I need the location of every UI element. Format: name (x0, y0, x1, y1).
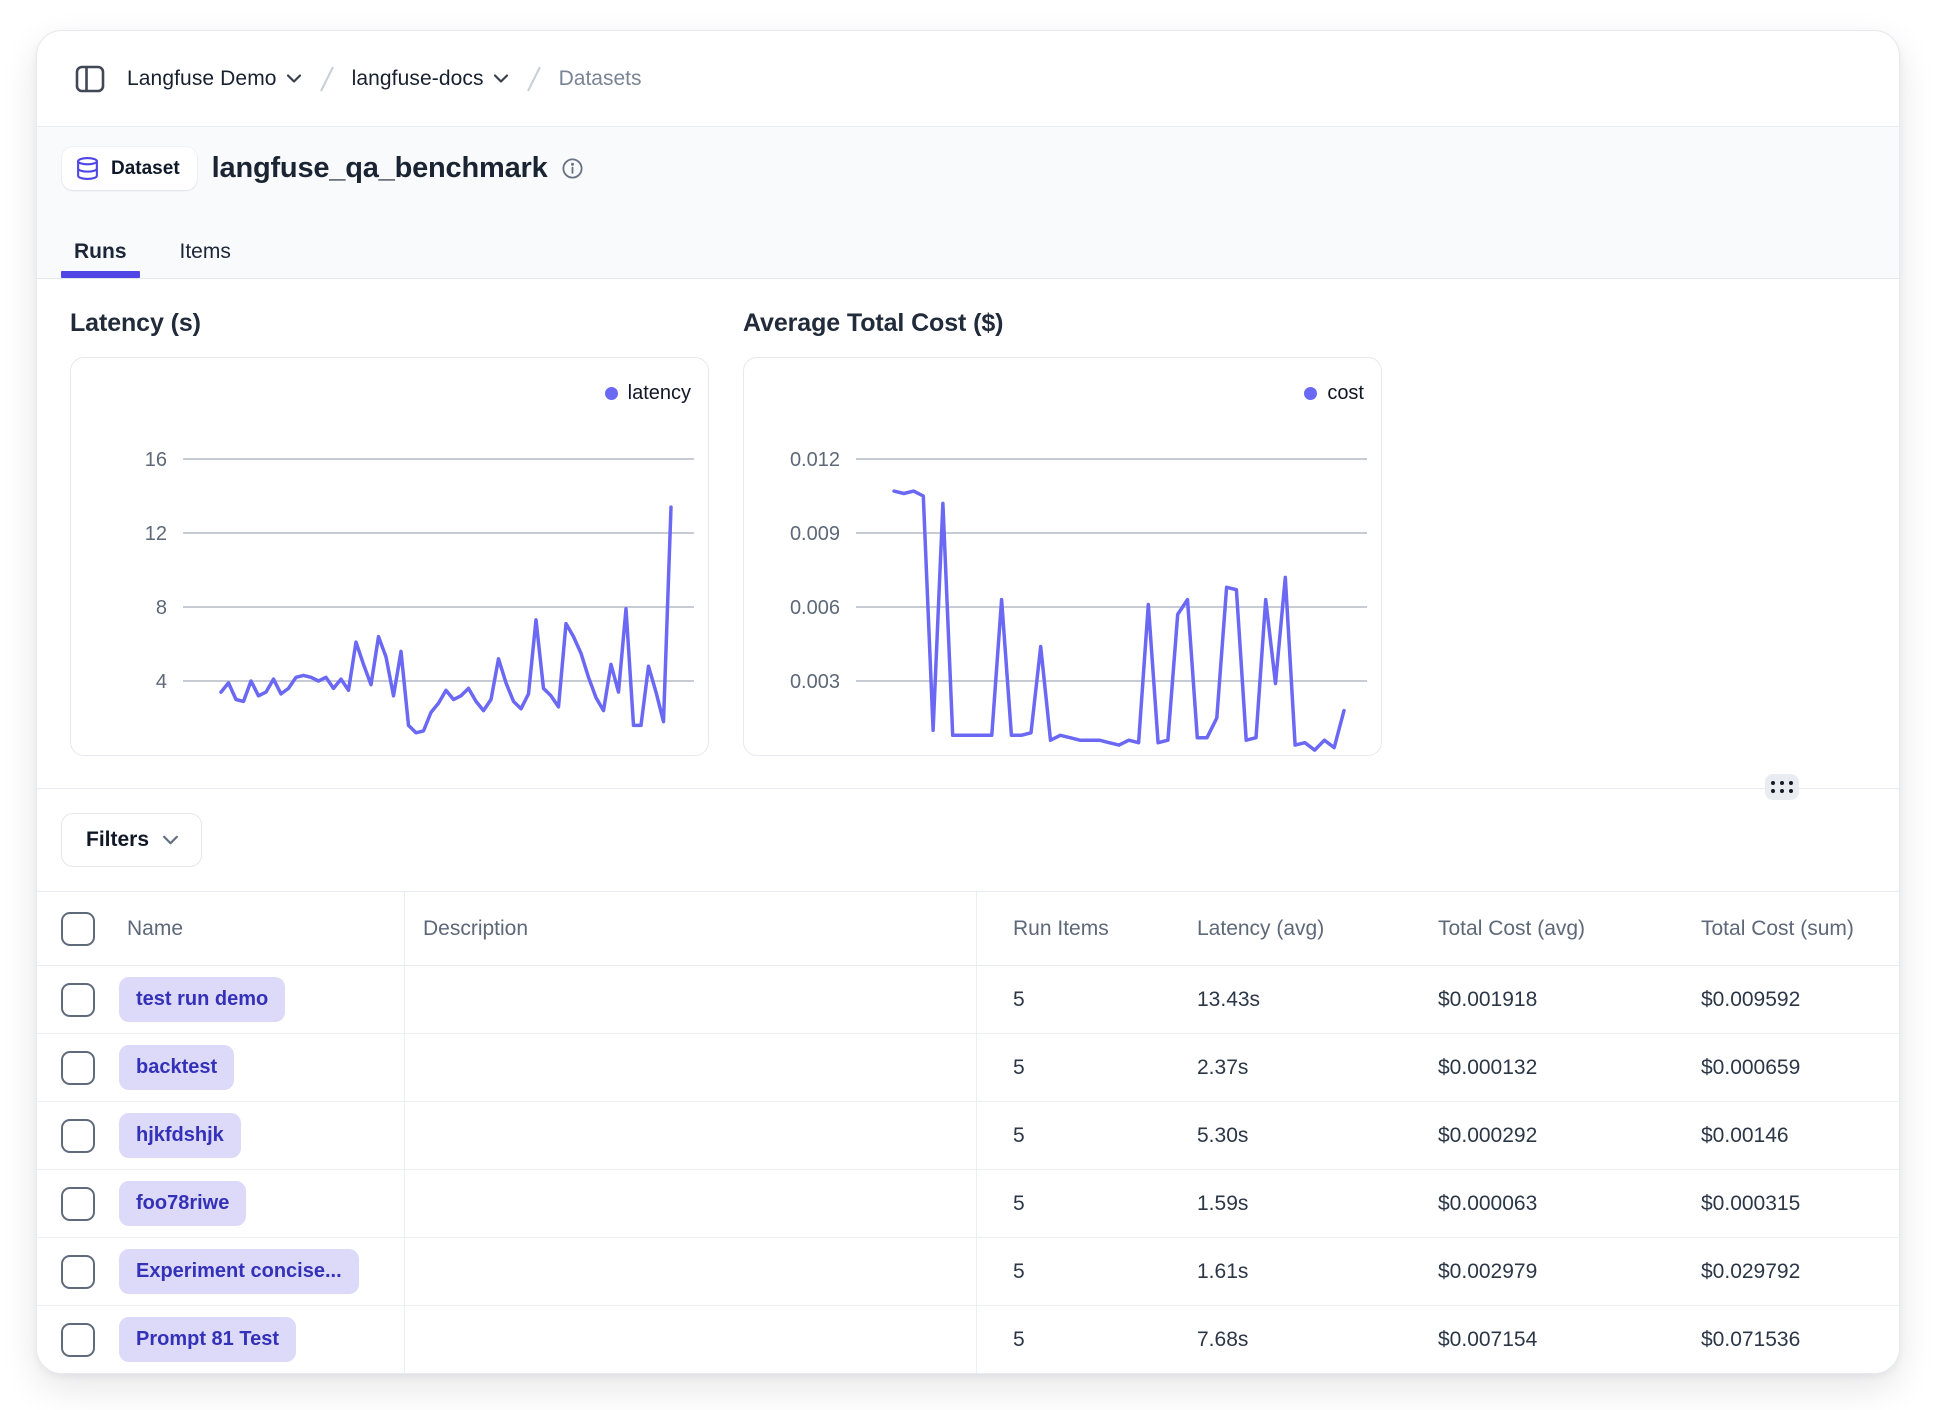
cost-chart-block: Average Total Cost ($) 0.012 0.009 0.006 0.… (743, 279, 1382, 756)
app-window: Langfuse Demo langfuse-docs Datasets (36, 30, 1900, 1374)
run-latency-avg: 2.37s (1197, 1055, 1249, 1079)
legend-latency[interactable]: latency (604, 382, 691, 405)
section-resize-handle[interactable] (1765, 774, 1799, 800)
svg-text:0.012: 0.012 (790, 449, 840, 471)
svg-text:4: 4 (156, 671, 167, 693)
run-items-count: 5 (1013, 1055, 1025, 1079)
run-description (405, 1034, 977, 1101)
filters-button[interactable]: Filters (61, 813, 203, 867)
legend-dot (1304, 387, 1318, 400)
dataset-type-badge: Dataset (62, 147, 197, 190)
chart-title: Average Total Cost ($) (743, 309, 1004, 337)
select-all-checkbox[interactable] (61, 911, 95, 946)
chart-title: Latency (s) (70, 309, 201, 337)
row-checkbox[interactable] (61, 1118, 95, 1153)
runs-table: Name Description Run Items Latency (avg)… (37, 891, 1899, 1373)
run-name-pill[interactable]: test run demo (119, 977, 286, 1022)
row-checkbox[interactable] (61, 982, 95, 1017)
tab-items[interactable]: Items (179, 240, 231, 263)
run-total-cost-sum: $0.029792 (1701, 1259, 1801, 1283)
run-latency-avg: 7.68s (1197, 1327, 1249, 1351)
run-description (405, 1306, 977, 1373)
run-total-cost-avg: $0.007154 (1438, 1327, 1538, 1351)
grip-dots-icon (1771, 781, 1793, 793)
breadcrumb: Langfuse Demo langfuse-docs Datasets (37, 31, 1899, 126)
column-header-latency-avg: Latency (avg) (1197, 916, 1325, 940)
legend-dot (604, 387, 618, 400)
column-header-total-cost-avg: Total Cost (avg) (1438, 916, 1586, 940)
run-latency-avg: 5.30s (1197, 1123, 1249, 1147)
page-title: langfuse_qa_benchmark (211, 152, 548, 184)
run-name-pill[interactable]: Experiment concise... (119, 1249, 359, 1294)
run-name-pill[interactable]: foo78riwe (119, 1181, 247, 1226)
row-checkbox[interactable] (61, 1186, 95, 1221)
run-total-cost-avg: $0.000292 (1438, 1123, 1538, 1147)
run-name-pill[interactable]: backtest (119, 1045, 235, 1090)
run-latency-avg: 1.61s (1197, 1259, 1249, 1283)
run-total-cost-avg: $0.000132 (1438, 1055, 1538, 1079)
run-total-cost-avg: $0.002979 (1438, 1259, 1538, 1283)
run-total-cost-sum: $0.071536 (1701, 1327, 1801, 1351)
svg-text:0.009: 0.009 (790, 523, 840, 545)
tab-runs[interactable]: Runs (61, 240, 140, 278)
dataset-header-band: Dataset langfuse_qa_benchmark Runs Items (37, 126, 1899, 279)
chevron-down-icon (162, 834, 179, 846)
row-checkbox[interactable] (61, 1254, 95, 1289)
column-header-total-cost-sum: Total Cost (sum) (1701, 916, 1854, 940)
breadcrumb-slash (525, 64, 543, 94)
run-items-count: 5 (1013, 1327, 1025, 1351)
svg-text:8: 8 (156, 597, 167, 619)
breadcrumb-slash (318, 64, 336, 94)
run-name-pill[interactable]: Prompt 81 Test (119, 1317, 296, 1362)
column-header-run-items: Run Items (1013, 916, 1109, 940)
breadcrumb-org[interactable]: Langfuse Demo (127, 67, 302, 91)
svg-text:0.006: 0.006 (790, 597, 840, 619)
row-checkbox[interactable] (61, 1050, 95, 1085)
latency-chart-card: 16 12 8 4 latency (70, 357, 709, 756)
table-row: test run demo 5 13.43s $0.001918 $0.0095… (37, 966, 1899, 1034)
tab-bar: Runs Items (61, 240, 244, 278)
run-description (405, 1102, 977, 1169)
column-header-description: Description (405, 892, 977, 965)
chevron-down-icon (493, 73, 509, 84)
run-total-cost-avg: $0.000063 (1438, 1191, 1538, 1215)
svg-text:0.003: 0.003 (790, 671, 840, 693)
legend-cost[interactable]: cost (1304, 382, 1364, 405)
breadcrumb-section[interactable]: Datasets (558, 66, 642, 90)
column-header-name: Name (127, 916, 184, 940)
table-row: Experiment concise... 5 1.61s $0.002979 … (37, 1238, 1899, 1306)
run-total-cost-avg: $0.001918 (1438, 987, 1538, 1011)
sidebar-toggle-icon[interactable] (73, 62, 107, 96)
run-items-count: 5 (1013, 1191, 1025, 1215)
run-items-count: 5 (1013, 1123, 1025, 1147)
svg-text:12: 12 (145, 523, 167, 545)
info-icon[interactable] (561, 157, 584, 180)
run-total-cost-sum: $0.00146 (1701, 1123, 1789, 1147)
run-total-cost-sum: $0.009592 (1701, 987, 1801, 1011)
run-total-cost-sum: $0.000315 (1701, 1191, 1801, 1215)
row-checkbox[interactable] (61, 1322, 95, 1357)
table-row: backtest 5 2.37s $0.000132 $0.000659 (37, 1034, 1899, 1102)
run-latency-avg: 13.43s (1197, 987, 1261, 1011)
cost-chart-card: 0.012 0.009 0.006 0.003 cost (743, 357, 1382, 756)
table-row: Prompt 81 Test 5 7.68s $0.007154 $0.0715… (37, 1306, 1899, 1373)
svg-text:16: 16 (145, 449, 167, 471)
run-latency-avg: 1.59s (1197, 1191, 1249, 1215)
database-icon (77, 157, 98, 180)
table-row: hjkfdshjk 5 5.30s $0.000292 $0.00146 (37, 1102, 1899, 1170)
chevron-down-icon (286, 73, 302, 84)
run-description (405, 966, 977, 1033)
charts-section: Latency (s) 16 12 8 4 latency Average Total… (37, 279, 1899, 788)
run-description (405, 1238, 977, 1305)
run-name-pill[interactable]: hjkfdshjk (119, 1113, 241, 1158)
run-description (405, 1170, 977, 1237)
table-header-row: Name Description Run Items Latency (avg)… (37, 892, 1899, 966)
run-items-count: 5 (1013, 987, 1025, 1011)
breadcrumb-project[interactable]: langfuse-docs (352, 67, 509, 91)
filters-row: Filters (37, 788, 1899, 891)
latency-chart-block: Latency (s) 16 12 8 4 latency (70, 279, 709, 756)
run-total-cost-sum: $0.000659 (1701, 1055, 1801, 1079)
run-items-count: 5 (1013, 1259, 1025, 1283)
table-row: foo78riwe 5 1.59s $0.000063 $0.000315 (37, 1170, 1899, 1238)
